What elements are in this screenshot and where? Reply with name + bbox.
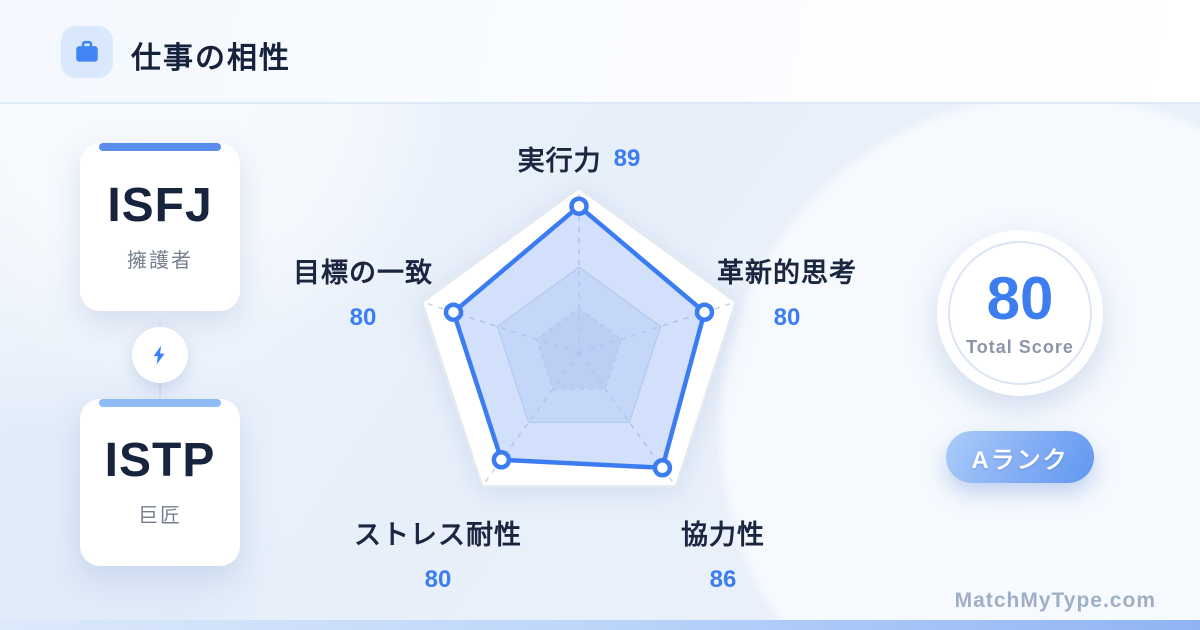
- type-alias: 巨匠: [138, 505, 182, 527]
- axis-label-execution: 実行力 89: [429, 139, 729, 178]
- briefcase-icon: [76, 40, 98, 62]
- axis-name: 実行力: [517, 146, 602, 176]
- axis-name: 革新的思考: [717, 258, 857, 288]
- type-card-accent-bar: [99, 399, 221, 407]
- axis-name: ストレス耐性: [354, 520, 522, 550]
- type-alias: 擁護者: [127, 249, 193, 272]
- rank-label: Aランク: [971, 446, 1069, 474]
- axis-label-innovative-thinking: 革新的思考 80: [687, 251, 887, 332]
- total-score-circle: 80 Total Score: [937, 230, 1103, 396]
- header: 仕事の相性: [0, 0, 1200, 104]
- axis-label-stress-tolerance: ストレス耐性 80: [338, 513, 538, 594]
- type-code: ISTP: [104, 434, 216, 487]
- lightning-bolt-icon: [153, 345, 165, 365]
- rank-badge: Aランク: [946, 431, 1094, 483]
- axis-value: 80: [773, 304, 801, 331]
- axis-value: 80: [424, 566, 452, 593]
- type-card-isfj: ISFJ 擁護者: [80, 143, 240, 311]
- score-ring: [948, 241, 1092, 385]
- axis-value: 80: [349, 304, 377, 331]
- type-card-istp: ISTP 巨匠: [80, 399, 240, 566]
- axis-label-goal-alignment: 目標の一致 80: [263, 251, 463, 332]
- axis-value: 86: [709, 566, 737, 593]
- bottom-accent-bar: [0, 620, 1200, 630]
- page-title: 仕事の相性: [131, 42, 291, 75]
- connector-circle: [132, 327, 188, 383]
- axis-name: 目標の一致: [293, 258, 433, 288]
- axis-label-cooperation: 協力性 86: [623, 513, 823, 594]
- footer-brand: MatchMyType.com: [954, 589, 1156, 612]
- type-card-accent-bar: [99, 143, 221, 151]
- axis-name: 協力性: [681, 520, 765, 550]
- header-icon-badge: [61, 26, 113, 78]
- axis-value: 89: [613, 144, 641, 172]
- radar-chart: [420, 186, 738, 488]
- type-code: ISFJ: [107, 178, 213, 232]
